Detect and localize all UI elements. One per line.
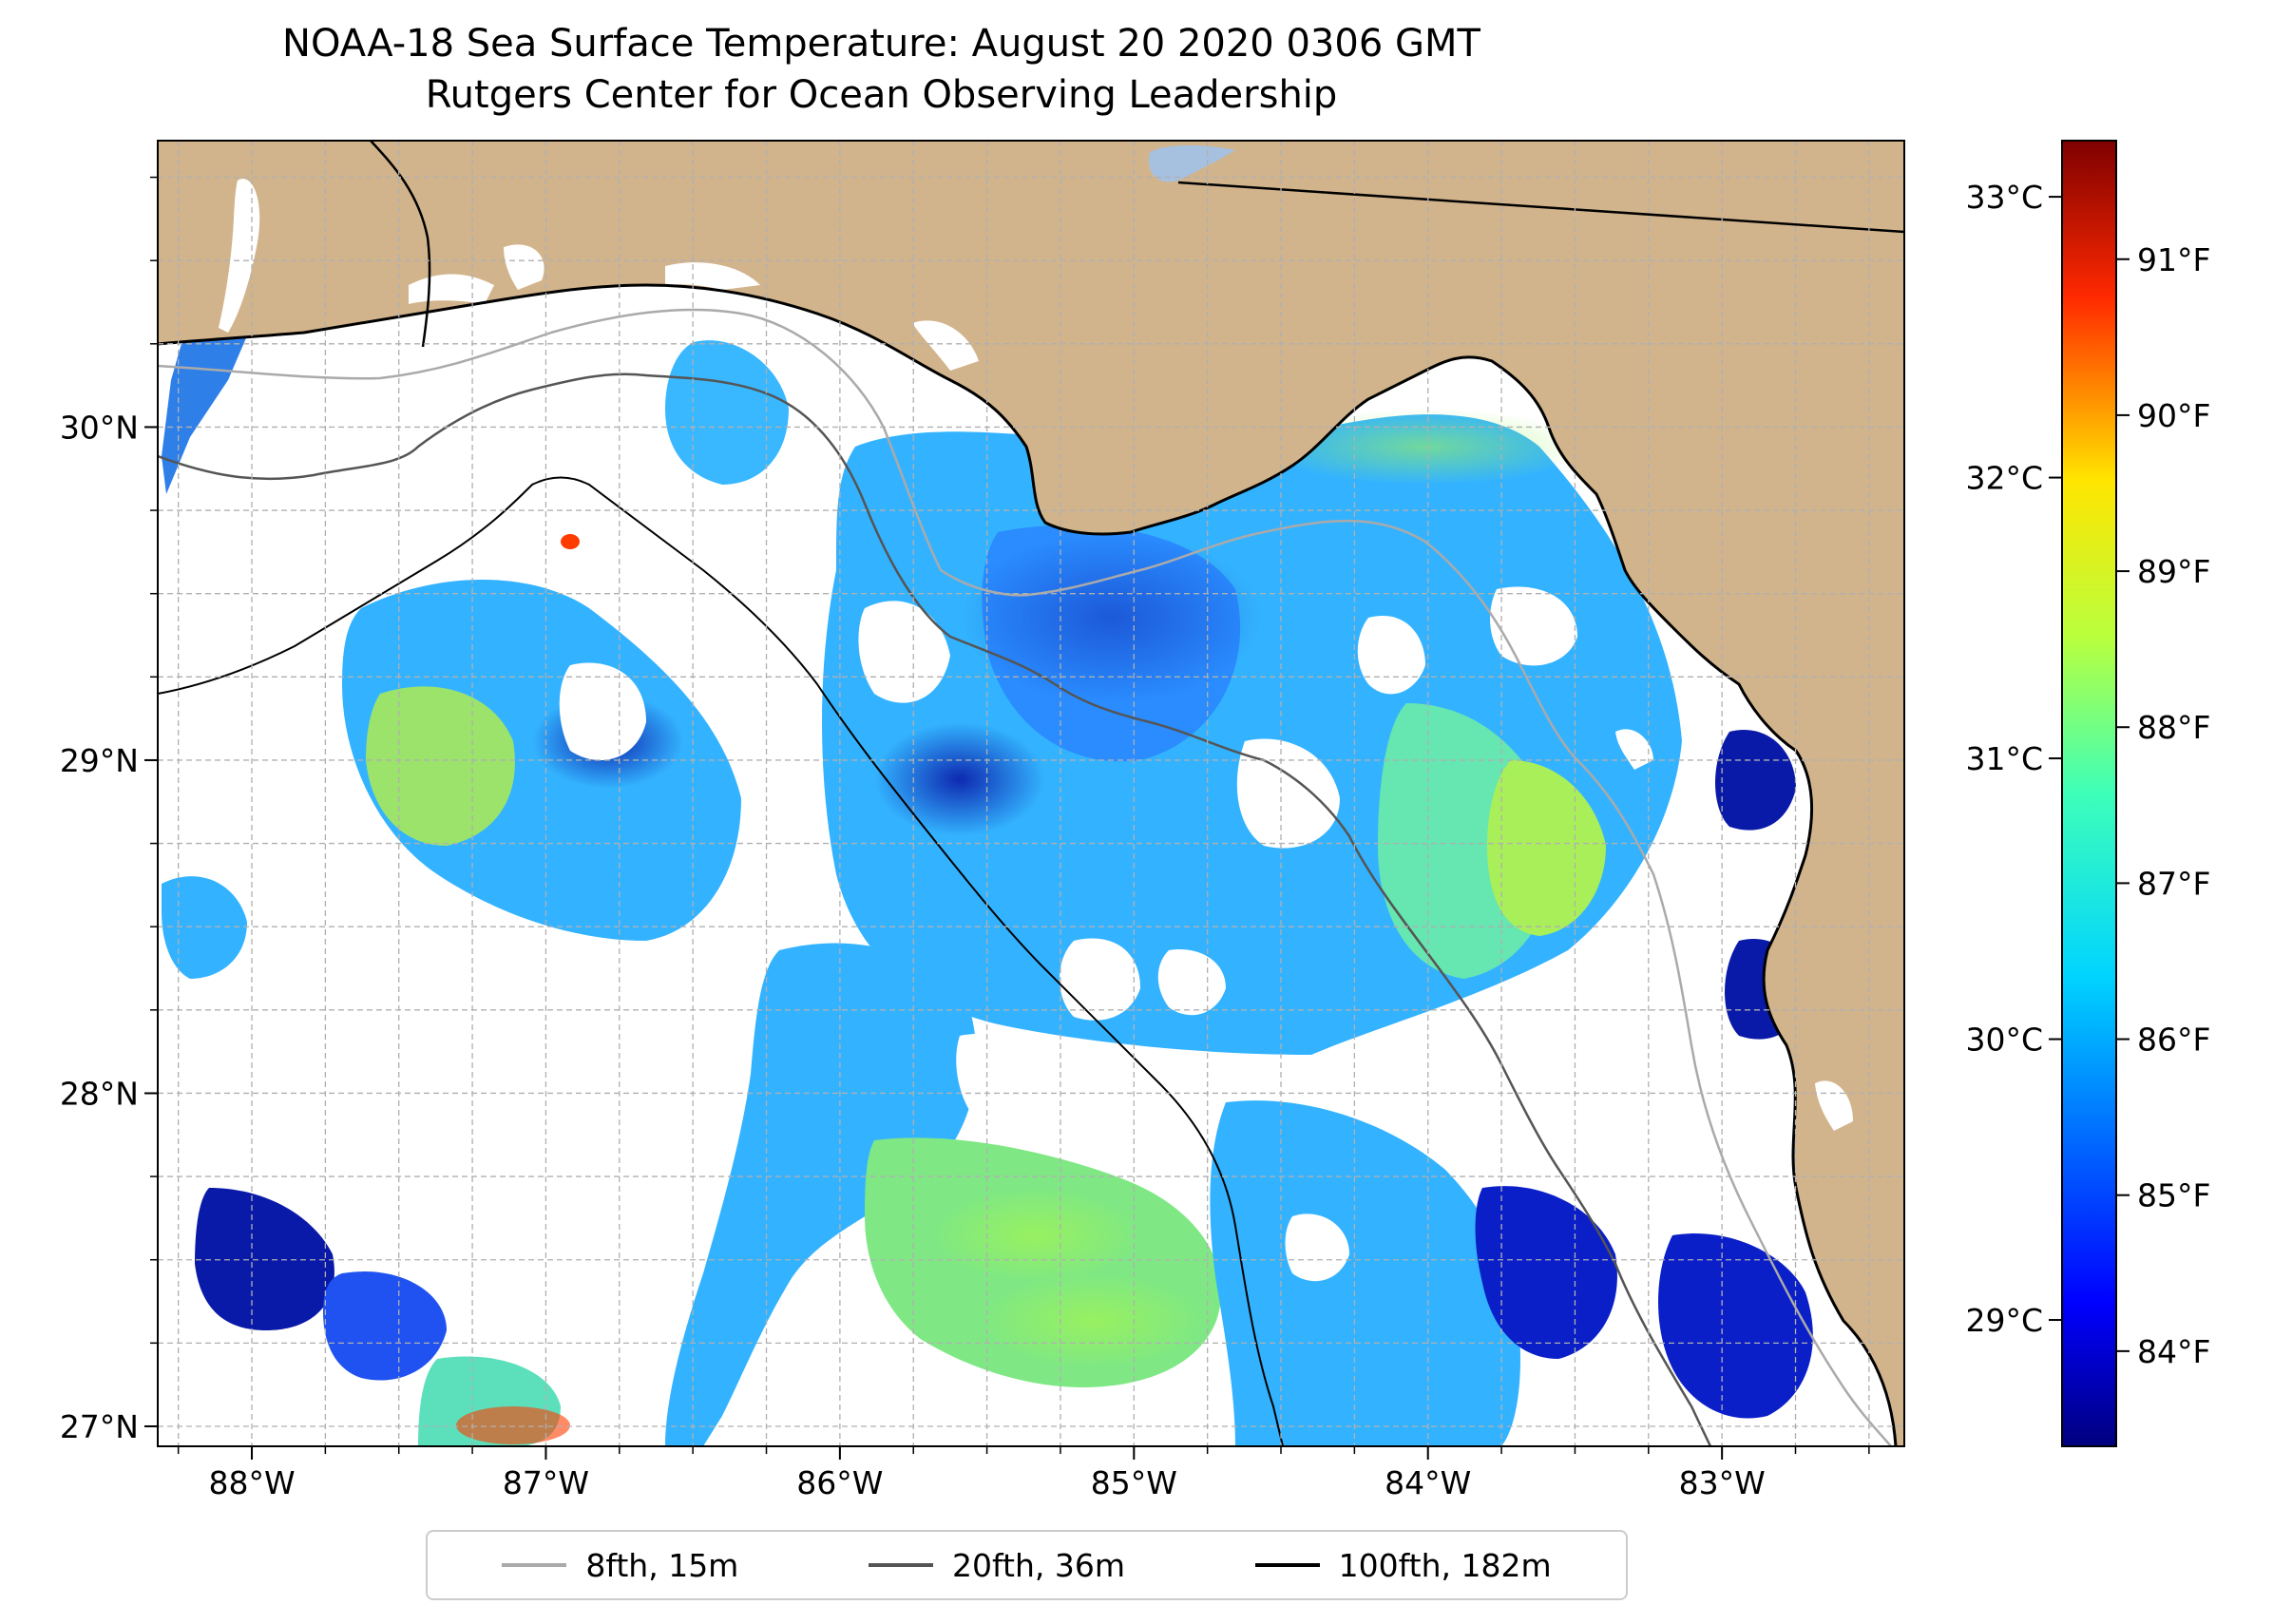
lat-tick-label: 28°N — [60, 1075, 139, 1112]
lon-tick-label: 88°W — [208, 1464, 295, 1501]
lat-tick-label: 27°N — [60, 1408, 139, 1445]
state-border-ga — [1177, 181, 1904, 234]
lon-tick-label: 84°W — [1385, 1464, 1471, 1501]
isobath-20fth — [158, 373, 1712, 1446]
legend-label: 8fth, 15m — [585, 1546, 739, 1584]
cloud-gaps — [559, 586, 1577, 1282]
legend-item-20fth: 20fth, 36m — [869, 1547, 1125, 1584]
celsius-tick-label: 33°C — [1965, 179, 2043, 216]
celsius-tick-label: 31°C — [1965, 740, 2043, 777]
state-border — [370, 141, 431, 348]
land-mass — [158, 141, 1904, 1446]
colorbar — [2061, 140, 2117, 1447]
fahrenheit-tick-label: 91°F — [2137, 241, 2210, 278]
colorbar-ticks: 29°C 30°C 31°C 32°C 33°C 84°F 85°F 86°F 87°F 88°F… — [1965, 179, 2210, 1370]
celsius-tick-label: 32°C — [1965, 460, 2043, 497]
isobath-100fth — [158, 476, 1284, 1446]
legend-swatch — [1254, 1563, 1320, 1567]
axis-labels: 88°W 87°W 86°W 85°W 84°W 83°W 27°N 28°N 29°N 30°N — [60, 409, 1766, 1501]
lon-tick-label: 85°W — [1091, 1464, 1177, 1501]
lat-tick-label: 29°N — [60, 742, 139, 779]
lon-tick-label: 87°W — [503, 1464, 589, 1501]
isobath-legend: 8fth, 15m 20fth, 36m 100fth, 182m — [426, 1530, 1628, 1600]
chart-subtitle: Rutgers Center for Ocean Observing Leade… — [425, 73, 1338, 117]
lon-tick-label: 86°W — [796, 1464, 883, 1501]
legend-swatch — [869, 1563, 933, 1567]
fahrenheit-tick-label: 84°F — [2137, 1333, 2210, 1370]
chart-title: NOAA-18 Sea Surface Temperature: August … — [282, 22, 1480, 66]
celsius-tick-label: 30°C — [1965, 1022, 2043, 1059]
map-frame — [157, 140, 1905, 1447]
fahrenheit-tick-label: 89°F — [2137, 553, 2210, 590]
legend-item-100fth: 100fth, 182m — [1254, 1546, 1552, 1584]
legend-label: 20fth, 36m — [952, 1546, 1125, 1584]
sst-field — [162, 171, 1813, 1446]
map-grid — [150, 141, 1904, 1454]
celsius-tick-label: 29°C — [1965, 1302, 2043, 1339]
fahrenheit-tick-label: 88°F — [2137, 709, 2210, 746]
fahrenheit-tick-label: 85°F — [2137, 1177, 2210, 1214]
fahrenheit-tick-label: 86°F — [2137, 1022, 2210, 1059]
fahrenheit-tick-label: 87°F — [2137, 865, 2210, 902]
lat-tick-label: 30°N — [60, 409, 139, 446]
lake — [1149, 145, 1235, 182]
legend-label: 100fth, 182m — [1338, 1546, 1552, 1584]
fahrenheit-tick-label: 90°F — [2137, 397, 2210, 434]
isobath-8fth — [158, 308, 1892, 1446]
lon-tick-label: 83°W — [1679, 1464, 1766, 1501]
legend-item-8fth: 8fth, 15m — [502, 1547, 738, 1584]
legend-swatch — [502, 1563, 567, 1567]
